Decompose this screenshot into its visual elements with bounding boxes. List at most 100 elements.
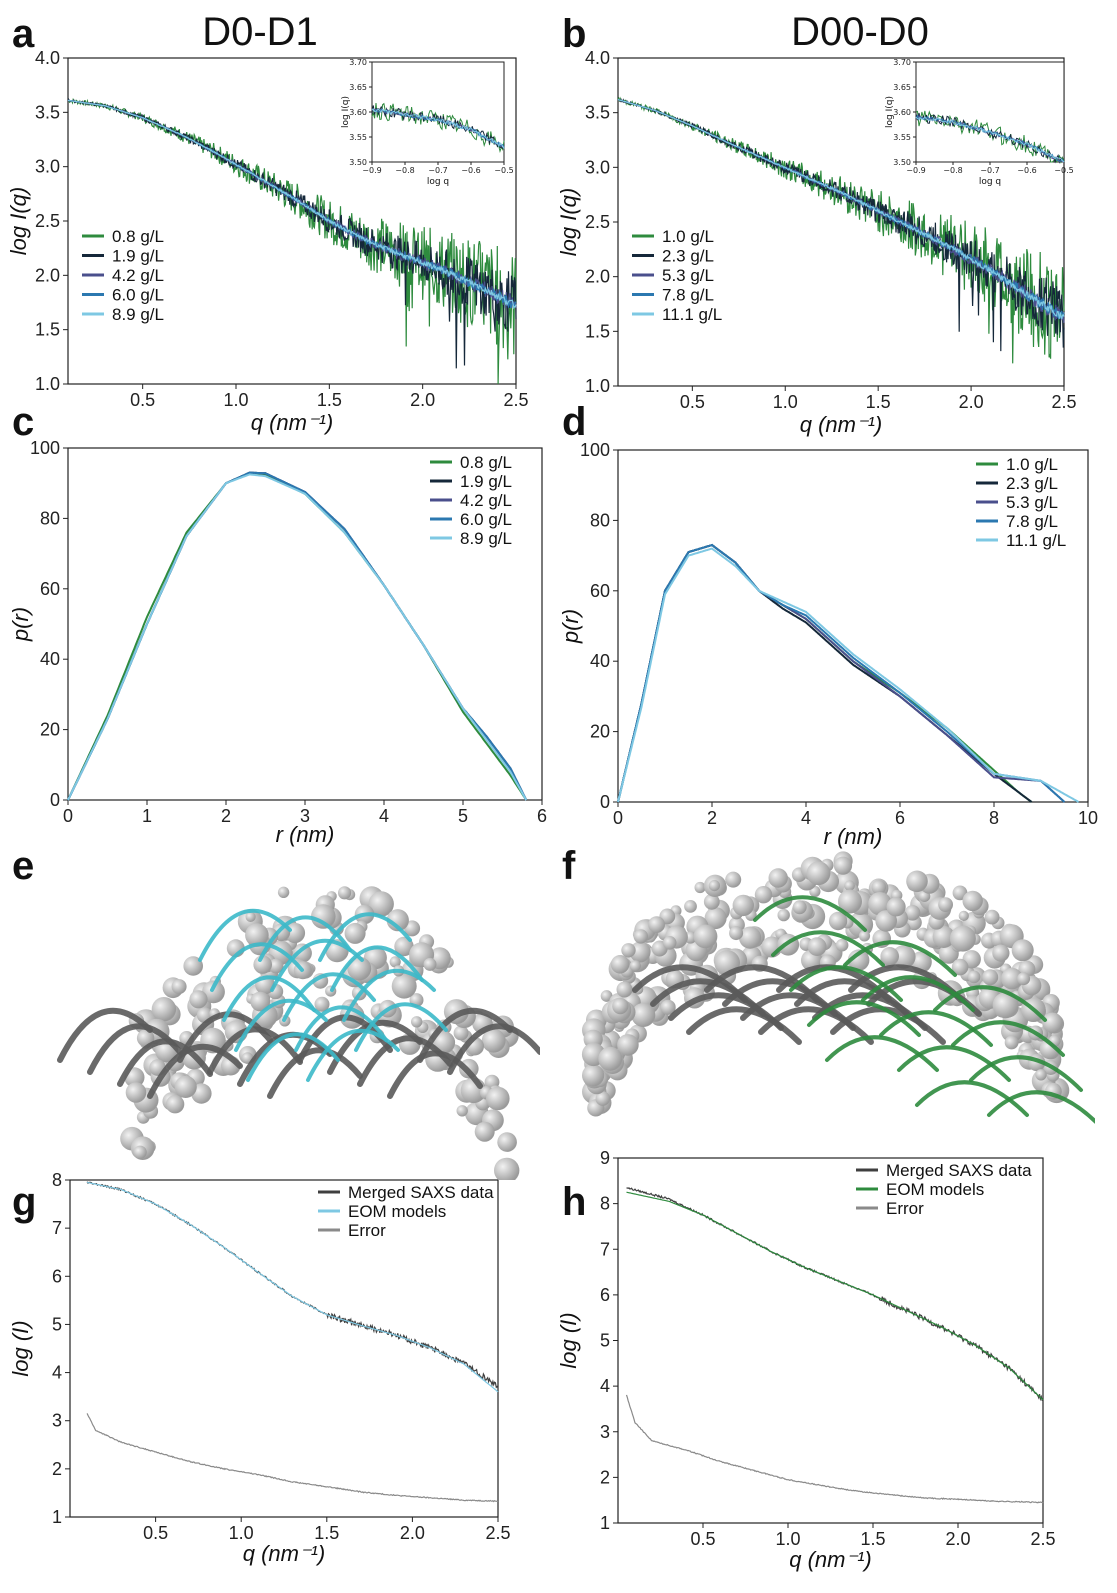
panel-letter-c: c [12,400,35,444]
bead-sphere [268,958,284,974]
ribbon-strand [915,1080,1029,1117]
y-tick-label: 100 [30,438,60,458]
y-axis-label: log I(q) [6,187,31,255]
y-tick-label: 80 [590,510,610,530]
bead-sphere [617,1034,639,1056]
ribbon-strand [267,1047,363,1099]
x-tick-label: 2.0 [400,1523,425,1543]
bead-sphere [189,990,208,1009]
panel-letter-a: a [12,12,35,56]
legend-label: 8.9 g/L [112,305,164,324]
legend-label: 1.9 g/L [112,247,164,266]
y-tick-label: 1.5 [35,320,60,340]
y-tick-label: 3.0 [585,157,610,177]
x-axis-label: r (nm) [824,824,883,849]
bead-sphere [202,980,225,1004]
bead-sphere [292,943,312,963]
bead-sphere [967,970,981,984]
bead-sphere [386,909,409,932]
ribbon-strand [969,1055,1083,1092]
ribbon-strand [354,1002,448,1052]
legend-label: 11.1 g/L [1006,531,1066,550]
inset-x-tick-label: −0.9 [906,166,925,175]
bead-sphere [404,920,421,937]
y-tick-label: 9 [600,1148,610,1168]
series-line-0 [67,97,517,385]
bead-sphere [807,937,827,956]
ribbon-strand [861,975,975,1012]
bead-sphere [992,944,1010,962]
y-tick-label: 2.5 [35,211,60,231]
legend-label: 2.3 g/L [662,247,714,266]
plot-frame-d [617,449,1089,803]
y-tick-label: 7 [52,1218,62,1238]
inset-frame [915,61,1065,163]
x-tick-label: 2 [707,808,717,828]
x-tick-label: 2.5 [485,1523,510,1543]
ribbon-strand [234,998,328,1052]
series-line-1 [626,1191,1044,1401]
panel-title-a: D0-D1 [202,10,318,54]
y-tick-label: 0 [50,790,60,810]
legend-label: 0.8 g/L [460,453,512,472]
legend-label: Error [348,1221,386,1240]
bead-sphere [886,897,906,917]
inset-x-tick-label: −0.6 [461,166,480,175]
x-tick-label: 4 [379,806,389,826]
y-tick-label: 4 [52,1363,62,1383]
bead-sphere [828,911,848,931]
x-tick-label: 1.0 [223,390,248,410]
x-tick-label: 3 [300,806,310,826]
inset-series-line [371,108,505,149]
y-tick-label: 2 [600,1467,610,1487]
bead-sphere [835,938,849,952]
bead-sphere [868,892,892,916]
bead-sphere [806,861,831,886]
y-tick-label: 3.5 [35,102,60,122]
x-tick-label: 2.0 [945,1529,970,1549]
inset-y-tick-label: 3.60 [349,108,367,117]
x-tick-label: 1.5 [866,392,891,412]
bead-sphere [871,880,887,895]
inset-y-tick-label: 3.65 [893,83,911,92]
bead-sphere [125,1082,147,1103]
y-tick-label: 4.0 [35,48,60,68]
bead-sphere [486,1086,510,1111]
bead-sphere [906,870,928,893]
bead-sphere [582,1064,605,1087]
y-tick-label: 2.0 [585,267,610,287]
bead-sphere [833,856,853,875]
legend-label: 4.2 g/L [460,491,512,510]
legend-label: EOM models [886,1180,984,1199]
inset-y-tick-label: 3.55 [349,133,367,142]
y-tick-label: 3.0 [35,157,60,177]
inset-y-tick-label: 3.70 [349,58,367,67]
ribbon-strand [686,1006,802,1045]
bead-sphere [693,924,718,949]
bead-sphere [344,922,366,944]
bead-sphere [684,900,697,913]
legend-label: 2.3 g/L [1006,474,1058,493]
x-tick-label: 10 [1078,808,1098,828]
ribbon-strand [198,908,292,962]
y-tick-label: 80 [40,508,60,528]
bead-sphere [729,926,744,941]
x-tick-label: 2.5 [503,390,528,410]
inset-x-tick-label: −0.5 [1054,166,1073,175]
ribbon-strand [843,940,957,977]
y-tick-label: 1 [52,1507,62,1527]
bead-sphere [892,945,916,969]
ribbon-strand [306,1028,400,1082]
x-tick-label: 0.5 [130,390,155,410]
ribbon-strand [753,895,867,932]
x-axis-label: q (nm⁻¹) [243,1541,326,1566]
bead-sphere [631,1003,656,1027]
panel-letter-g: g [12,1180,37,1224]
bead-sphere [394,936,414,957]
y-tick-label: 1.0 [585,376,610,396]
bead-sphere [338,886,352,900]
inset-x-label: log q [427,177,449,187]
ribbon-strand [807,1000,921,1037]
